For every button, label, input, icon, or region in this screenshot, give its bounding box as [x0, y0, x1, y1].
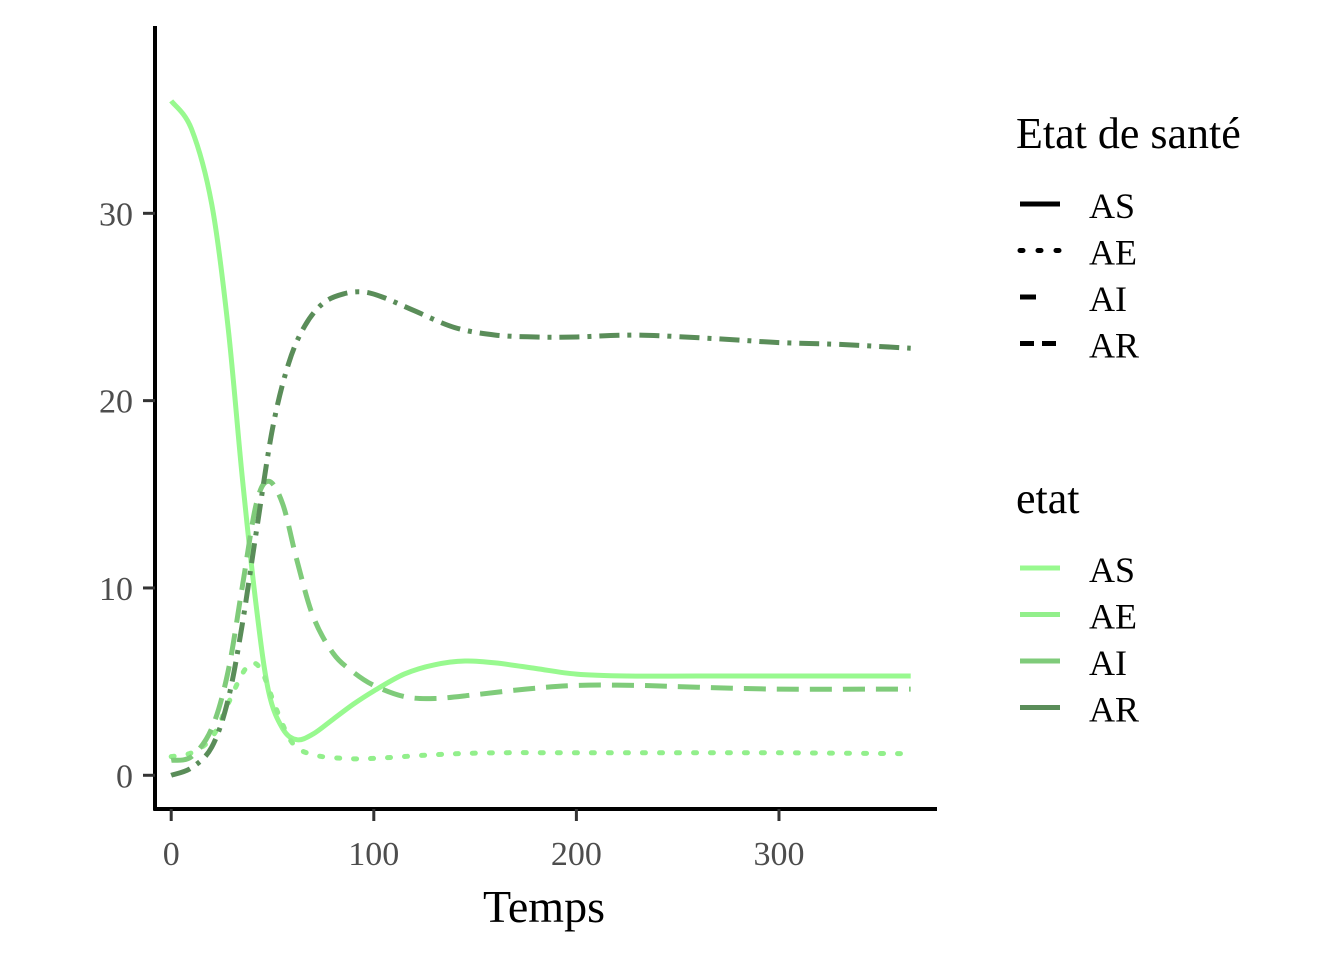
x-tick-label: 100 [348, 836, 399, 873]
legend-label: AS [1089, 550, 1135, 590]
series-line-as [169, 99, 911, 743]
x-tick-label: 0 [163, 836, 180, 873]
legend-label: AS [1089, 186, 1135, 226]
legend-label: AI [1089, 643, 1127, 683]
legend-label: AE [1089, 233, 1137, 273]
y-tick-label: 20 [99, 384, 133, 421]
series-line-ai [170, 478, 911, 763]
legend-label: AE [1089, 597, 1137, 637]
x-tick-label: 300 [753, 836, 804, 873]
y-tick-label: 10 [99, 571, 133, 608]
series-layer [168, 99, 914, 778]
y-tick-label: 0 [116, 758, 133, 795]
legend-label: AI [1089, 279, 1127, 319]
legend-title: etat [1016, 474, 1080, 523]
legend-label: AR [1089, 326, 1139, 366]
x-axis-title: Temps [483, 881, 605, 932]
x-tick-label: 200 [551, 836, 602, 873]
legend-1: Etat de santé AS AE AI AR [1016, 109, 1241, 366]
series-line-ar [170, 289, 911, 778]
legend-label: AR [1089, 690, 1139, 730]
y-tick-label: 30 [99, 196, 133, 233]
legend-title: Etat de santé [1016, 109, 1241, 158]
